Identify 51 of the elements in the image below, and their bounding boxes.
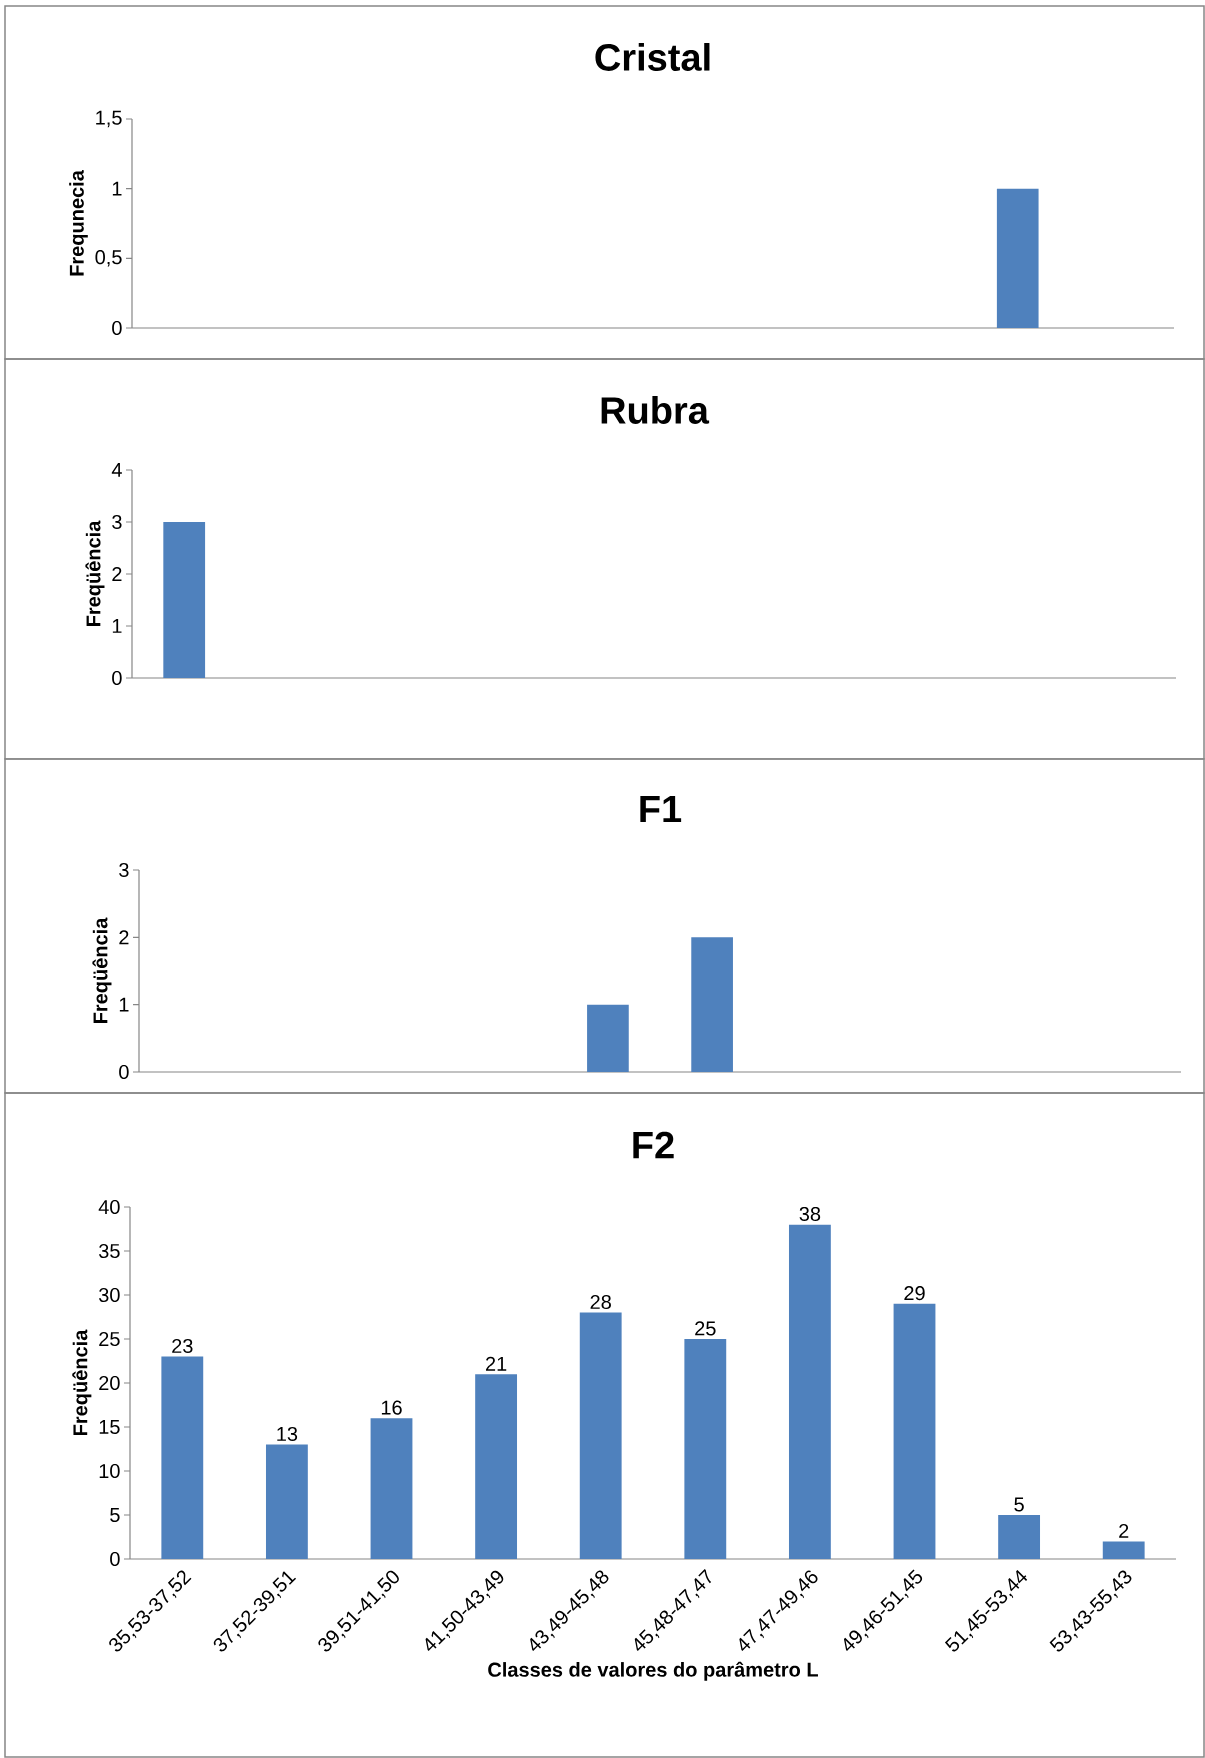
- y-tick-label: 35: [98, 1243, 120, 1259]
- bar: [265, 1444, 308, 1559]
- y-tick-label: 40: [98, 1199, 120, 1215]
- y-tick-label: 3: [112, 514, 122, 530]
- y-tick-label: 1: [119, 997, 129, 1012]
- data-label: 25: [695, 1321, 716, 1336]
- y-tick-label: 0: [112, 320, 122, 336]
- bar: [370, 1418, 413, 1559]
- bar: [893, 1303, 936, 1559]
- chart-title: Cristal: [595, 43, 710, 71]
- data-label: 28: [590, 1294, 611, 1310]
- y-tick-label: 0: [112, 670, 122, 686]
- y-tick-label: 0: [110, 1551, 120, 1567]
- bar: [788, 1224, 831, 1559]
- chart-title: F1: [640, 795, 682, 823]
- y-tick-label: 3: [119, 862, 129, 878]
- y-tick-label: 4: [111, 463, 122, 477]
- data-label: 2: [1119, 1523, 1129, 1538]
- data-label: 29: [904, 1286, 925, 1301]
- data-label: 38: [799, 1206, 821, 1222]
- y-tick-label: 10: [99, 1463, 120, 1479]
- y-tick-label: 0: [119, 1064, 129, 1080]
- y-tick-label: 15: [99, 1420, 120, 1434]
- data-label: 21: [485, 1356, 507, 1371]
- data-label: 13: [277, 1426, 298, 1442]
- y-axis-title: Freqüência: [85, 520, 105, 626]
- y-tick-label: 1: [112, 181, 122, 196]
- bar: [161, 1356, 204, 1559]
- chart-title: F2: [633, 1131, 674, 1159]
- data-label: 5: [1014, 1497, 1024, 1512]
- y-tick-label: 20: [99, 1375, 120, 1391]
- y-tick-label: 2: [112, 567, 122, 581]
- bar: [1102, 1541, 1145, 1559]
- y-tick-label: 1: [112, 619, 122, 633]
- data-label: 23: [172, 1338, 193, 1354]
- y-axis-title: Freqüência: [92, 917, 112, 1024]
- y-tick-label: 2: [119, 930, 129, 945]
- bar: [684, 1339, 727, 1559]
- y-tick-label: 5: [110, 1508, 120, 1522]
- chart-title: Rubra: [601, 396, 710, 424]
- y-tick-label: 25: [99, 1331, 120, 1347]
- y-axis-title: Frequnecia: [69, 170, 88, 276]
- bar: [475, 1374, 518, 1559]
- bar: [579, 1312, 622, 1559]
- y-tick-label: 0,5: [95, 250, 122, 267]
- data-label: 16: [381, 1400, 402, 1415]
- y-tick-label: 30: [98, 1287, 120, 1303]
- y-tick-label: 1,5: [96, 110, 122, 128]
- y-axis-title: Freqüência: [72, 1329, 92, 1436]
- bar: [998, 1515, 1041, 1559]
- x-axis-title: Classes de valores do parâmetro L: [488, 1661, 818, 1681]
